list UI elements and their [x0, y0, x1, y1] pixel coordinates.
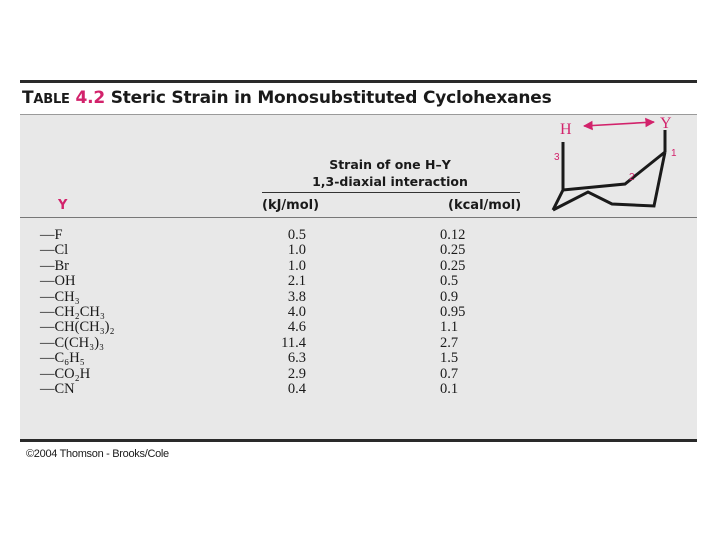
column-header-y: Y [58, 198, 68, 213]
substituent-cell: —C₆H₅ [40, 350, 85, 367]
kcal-value-cell: 2.7 [440, 334, 459, 351]
strain-header-line1: Strain of one H–Y [329, 157, 451, 172]
table-row: —CH₃ 3.8 0.9 [0, 288, 720, 305]
kj-value-cell: 0.4 [287, 380, 306, 397]
table-number: 4.2 [75, 88, 105, 108]
interaction-arrow [583, 117, 655, 131]
kcal-value-cell: 0.12 [440, 227, 466, 243]
kcal-value-cell: 0.1 [440, 380, 459, 397]
table-row: —CN 0.4 0.1 [0, 380, 720, 397]
carbon-1-label: 1 [671, 148, 677, 159]
substituent-cell: —CH₃ [40, 288, 80, 305]
kj-value-cell: 2.1 [287, 273, 306, 290]
table-row: —C(CH₃)₃ 11.4 2.7 [0, 334, 720, 351]
table-row: —OH 2.1 0.5 [0, 273, 720, 290]
kj-value-cell: 1.0 [287, 257, 306, 274]
column-header-kj: (kJ/mol) [262, 198, 320, 213]
substituent-cell: —C(CH₃)₃ [40, 334, 105, 351]
kj-value-cell: 4.6 [287, 319, 306, 336]
substituent-cell: —F [40, 227, 63, 243]
table-row: —CH₂CH₃ 4.0 0.95 [0, 303, 720, 320]
substituent-cell: —OH [40, 273, 76, 290]
kj-value-cell: 6.3 [287, 350, 306, 367]
kj-value-cell: 0.5 [287, 227, 306, 243]
substituent-cell: —CH(CH₃)₂ [40, 319, 115, 336]
table-row: —Cl 1.0 0.25 [0, 242, 720, 259]
substituent-cell: —CO₂H [40, 365, 91, 382]
substituent-cell: —Br [40, 257, 69, 274]
strain-header: Strain of one H–Y 1,3-diaxial interactio… [300, 156, 480, 190]
kcal-value-cell: 0.7 [440, 365, 459, 382]
kcal-value-cell: 0.5 [440, 273, 459, 290]
copyright-notice: ©2004 Thomson - Brooks/Cole [26, 448, 169, 460]
kj-value-cell: 4.0 [287, 303, 306, 320]
substituent-cell: —CN [40, 380, 75, 397]
kcal-value-cell: 1.5 [440, 350, 459, 367]
kcal-value-cell: 0.25 [440, 242, 466, 259]
table-label-rest: ABLE [33, 92, 70, 107]
chair-ring-back [561, 150, 666, 192]
h-atom-label: H [560, 121, 572, 138]
header-rule [20, 217, 697, 218]
table-body: —F 0.5 0.12 —Cl 1.0 0.25 —Br 1.0 0.25 —OH 2.1 0.5 —C… [0, 227, 720, 397]
cyclohexane-chair-diagram: H Y 1 2 3 [551, 115, 677, 212]
kj-value-cell: 11.4 [281, 334, 306, 351]
column-header-kcal: (kcal/mol) [448, 198, 522, 213]
kcal-value-cell: 0.25 [440, 257, 466, 274]
table-title: TABLE 4.2 Steric Strain in Monosubstitut… [22, 88, 552, 108]
carbon-2-label: 2 [629, 172, 635, 183]
top-rule [20, 80, 697, 83]
substituent-cell: —CH₂CH₃ [40, 303, 105, 320]
table-caption: Steric Strain in Monosubstituted Cyclohe… [110, 88, 552, 108]
table-row: —F 0.5 0.12 [0, 227, 720, 243]
kj-value-cell: 2.9 [287, 365, 306, 382]
kj-value-cell: 3.8 [287, 288, 306, 305]
chair-ring-front [552, 151, 667, 212]
table-row: —CO₂H 2.9 0.7 [0, 365, 720, 382]
table-row: —C₆H₅ 6.3 1.5 [0, 350, 720, 367]
table-row: —Br 1.0 0.25 [0, 257, 720, 274]
carbon-3-label: 3 [554, 152, 560, 163]
kcal-value-cell: 0.95 [440, 303, 466, 320]
kcal-value-cell: 0.9 [440, 288, 459, 305]
kcal-value-cell: 1.1 [440, 319, 459, 336]
y-atom-label: Y [660, 115, 672, 132]
table-row: —CH(CH₃)₂ 4.6 1.1 [0, 319, 720, 336]
strain-header-line2: 1,3-diaxial interaction [312, 174, 468, 189]
table-label-initial: T [22, 88, 34, 108]
kj-value-cell: 1.0 [287, 242, 306, 259]
table-panel [20, 114, 697, 442]
strain-header-rule [262, 192, 520, 193]
substituent-cell: —Cl [40, 242, 69, 259]
chair-ring-side [551, 189, 565, 211]
